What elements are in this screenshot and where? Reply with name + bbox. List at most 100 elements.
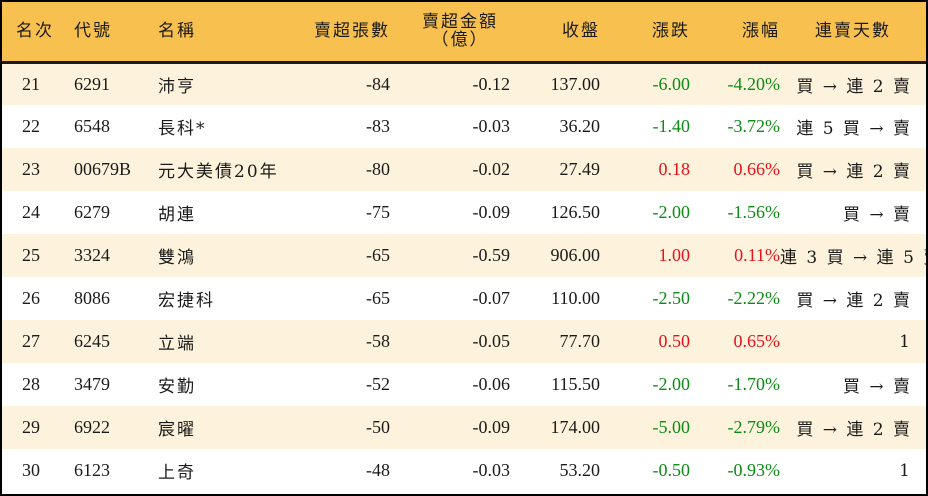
rank-cell: 24 [22, 202, 40, 222]
rank-cell: 27 [22, 331, 40, 351]
sell-excess-amount-cell: -0.03 [472, 460, 511, 480]
stock-name-cell: 沛亨 [158, 76, 196, 97]
rank-cell: 25 [22, 245, 40, 265]
stock-code-cell: 6245 [74, 331, 110, 351]
change-pct-cell: 0.65% [733, 331, 781, 351]
rank-cell: 22 [22, 116, 40, 136]
stock-name-cell: 立端 [158, 334, 196, 354]
sell-excess-amount-cell: -0.09 [472, 417, 511, 437]
rank-cell: 26 [22, 288, 40, 308]
sell-excess-qty-cell: -83 [366, 116, 390, 136]
stock-name-cell: 胡連 [158, 205, 196, 225]
header-close: 收盤 [562, 21, 600, 41]
stock-code-cell: 3479 [74, 374, 110, 394]
header-sell-excess-amount-unit: （億） [431, 30, 489, 50]
change-pct-cell: -3.72% [727, 116, 781, 136]
change-cell: -6.00 [652, 73, 691, 94]
rank-cell: 21 [22, 73, 40, 94]
table-row: 28 3479 安勤 -52 -0.06 115.50 -2.00 -1.70%… [2, 363, 926, 406]
close-price-cell: 115.50 [551, 374, 600, 394]
header-change: 漲跌 [652, 21, 690, 41]
streak-cell: 買 → 連 2 賣 [796, 420, 912, 440]
streak-cell: 買 → 賣 [842, 377, 912, 397]
sell-excess-amount-cell: -0.02 [472, 159, 511, 179]
header-sell-excess-qty: 賣超張數 [314, 21, 390, 41]
stock-code-cell: 8086 [74, 288, 110, 308]
stock-code-cell: 6922 [74, 417, 110, 437]
sell-excess-qty-cell: -80 [366, 159, 390, 179]
close-price-cell: 110.00 [551, 288, 600, 308]
stock-name-cell: 雙鴻 [158, 248, 196, 268]
table-row: 27 6245 立端 -58 -0.05 77.70 0.50 0.65% 1 [2, 320, 926, 363]
stock-name-cell: 上奇 [158, 463, 196, 483]
change-pct-cell: 0.11% [734, 245, 780, 265]
sell-excess-amount-cell: -0.12 [472, 73, 511, 94]
change-cell: -2.00 [652, 374, 691, 394]
streak-cell: 連 5 買 → 賣 [796, 119, 912, 139]
stock-code-cell: 6279 [74, 202, 110, 222]
sell-excess-qty-cell: -58 [366, 331, 390, 351]
sell-excess-qty-cell: -48 [366, 460, 390, 480]
change-pct-cell: -0.93% [727, 460, 781, 480]
close-price-cell: 27.49 [559, 159, 601, 179]
header-change-pct: 漲幅 [742, 21, 780, 41]
change-cell: 0.18 [658, 159, 691, 179]
table-header: 名次 代號 名稱 賣超張數 賣超金額 （億） 收盤 漲跌 漲幅 連賣天數 [2, 2, 926, 62]
close-price-cell: 906.00 [550, 245, 601, 265]
stock-name-cell: 元大美債20年 [158, 162, 279, 182]
table-row: 23 00679B 元大美債20年 -80 -0.02 27.49 0.18 0… [2, 148, 926, 191]
stock-code-cell: 6291 [74, 73, 110, 94]
change-pct-cell: -2.79% [727, 417, 781, 437]
sell-excess-qty-cell: -65 [366, 245, 390, 265]
sell-excess-qty-cell: -75 [366, 202, 390, 222]
rank-cell: 28 [22, 374, 40, 394]
change-cell: -2.50 [652, 288, 691, 308]
change-cell: -1.40 [652, 116, 691, 136]
change-pct-cell: -2.22% [727, 288, 781, 308]
change-cell: -5.00 [652, 417, 691, 437]
table-row: 29 6922 宸曜 -50 -0.09 174.00 -5.00 -2.79%… [2, 406, 926, 449]
table-body: 21 6291 沛亨 -84 -0.12 137.00 -6.00 -4.20%… [2, 62, 926, 492]
sell-excess-amount-cell: -0.05 [472, 331, 511, 351]
sell-excess-qty-cell: -52 [366, 374, 390, 394]
header-rank: 名次 [16, 21, 54, 41]
change-pct-cell: -1.56% [727, 202, 781, 222]
change-pct-cell: 0.66% [733, 159, 781, 179]
change-cell: -0.50 [652, 460, 691, 480]
close-price-cell: 126.50 [550, 202, 601, 222]
sell-excess-amount-cell: -0.09 [472, 202, 511, 222]
stock-name-cell: 宏捷科 [158, 291, 215, 311]
table-row: 24 6279 胡連 -75 -0.09 126.50 -2.00 -1.56%… [2, 191, 926, 234]
streak-cell: 買 → 連 2 賣 [796, 162, 912, 182]
streak-cell: 1 [899, 460, 912, 481]
stock-name-cell: 長科* [158, 119, 207, 139]
streak-cell: 買 → 連 2 賣 [796, 76, 912, 97]
sell-excess-amount-cell: -0.06 [472, 374, 511, 394]
close-price-cell: 137.00 [550, 73, 601, 94]
table-row: 21 6291 沛亨 -84 -0.12 137.00 -6.00 -4.20%… [2, 62, 926, 105]
change-pct-cell: -4.20% [727, 73, 781, 94]
header-streak: 連賣天數 [815, 21, 891, 41]
streak-cell: 1 [899, 331, 912, 352]
stock-code-cell: 00679B [74, 159, 132, 179]
change-pct-cell: -1.70% [727, 374, 781, 394]
change-cell: -2.00 [652, 202, 691, 222]
header-name: 名稱 [158, 21, 196, 41]
table-row: 26 8086 宏捷科 -65 -0.07 110.00 -2.50 -2.22… [2, 277, 926, 320]
header-code: 代號 [74, 21, 112, 41]
sell-excess-qty-cell: -84 [366, 73, 390, 94]
close-price-cell: 53.20 [559, 460, 601, 480]
change-cell: 0.50 [658, 331, 691, 351]
streak-cell: 連 3 買 → 連 5 賣 [780, 248, 928, 268]
rank-cell: 30 [22, 460, 40, 480]
rank-cell: 29 [22, 417, 40, 437]
header-sell-excess-amount: 賣超金額 （億） [390, 2, 510, 62]
change-cell: 1.00 [658, 245, 691, 265]
header-sell-excess-amount-line1: 賣超金額 [422, 12, 498, 32]
stock-name-cell: 安勤 [158, 377, 196, 397]
table-row: 30 6123 上奇 -48 -0.03 53.20 -0.50 -0.93% … [2, 449, 926, 492]
table-row: 22 6548 長科* -83 -0.03 36.20 -1.40 -3.72%… [2, 105, 926, 148]
sell-excess-qty-cell: -50 [366, 417, 390, 437]
